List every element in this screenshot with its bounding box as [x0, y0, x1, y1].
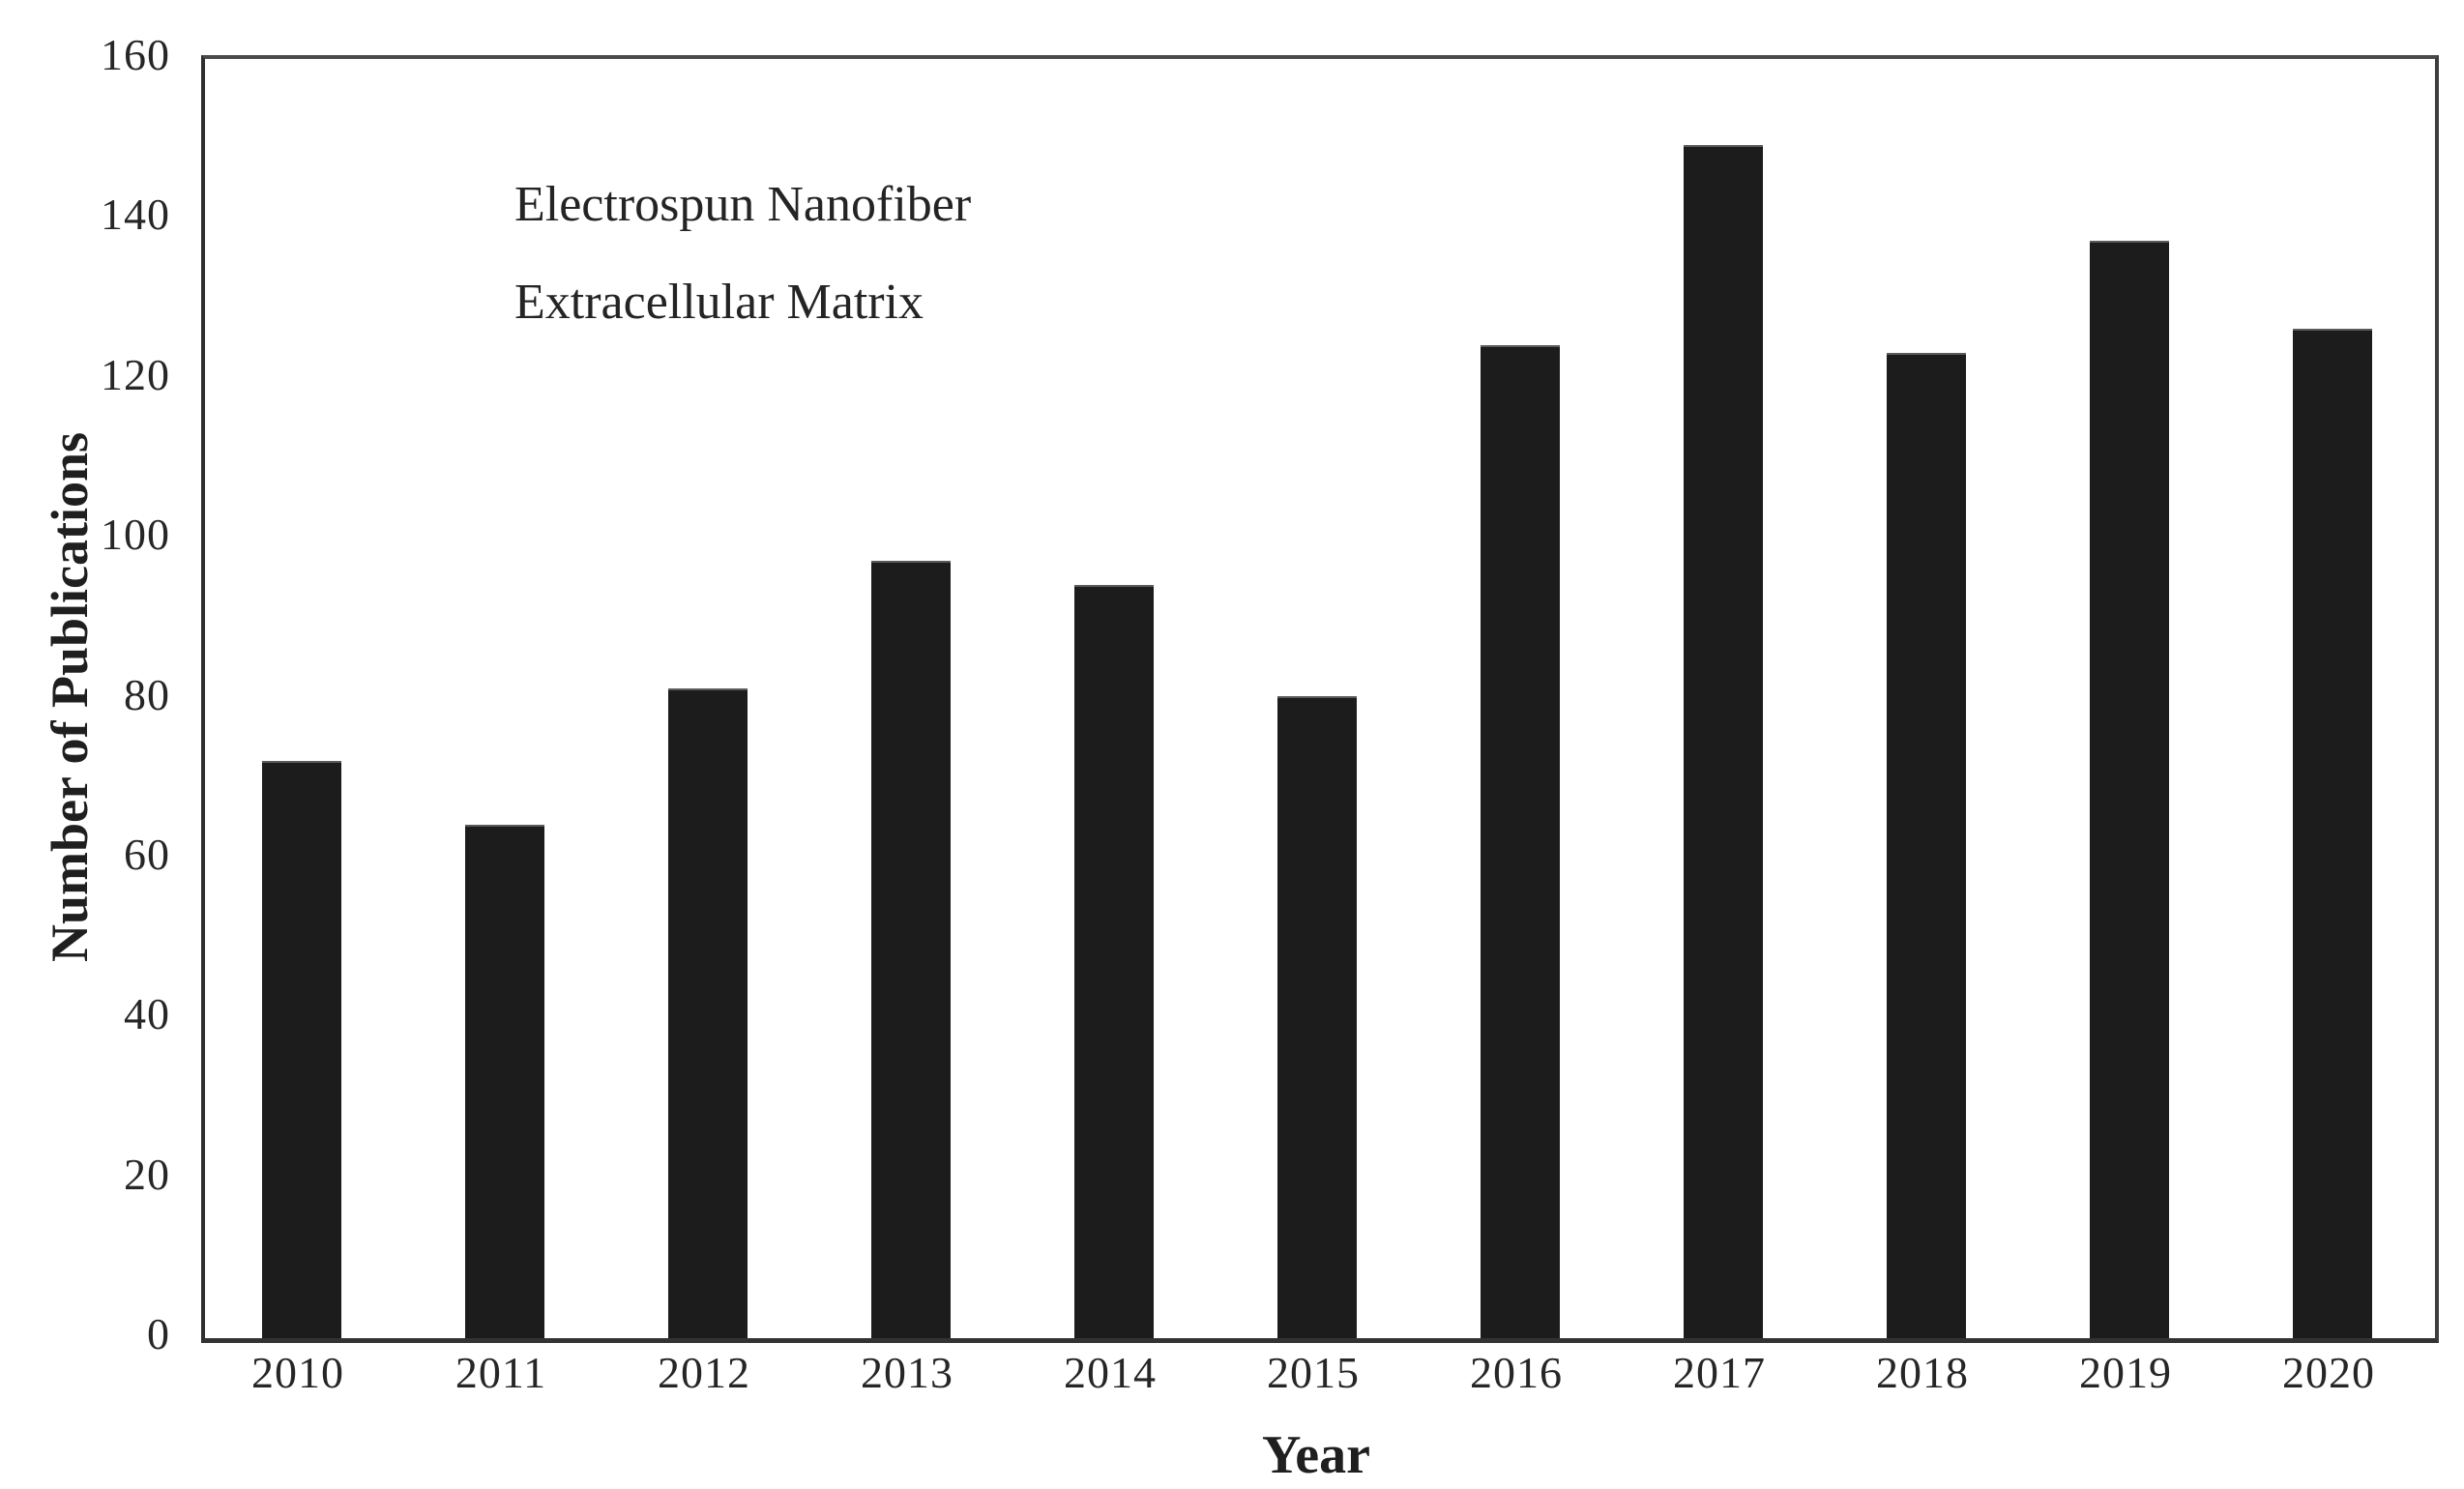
bar-2017 — [1684, 147, 1763, 1338]
x-tick-label-2011: 2011 — [455, 1348, 547, 1397]
plot-area: Electrospun Nanofiber Extracellular Matr… — [201, 55, 2439, 1343]
annotation-electrospun-nanofiber: Electrospun Nanofiber — [514, 177, 972, 232]
y-tick-label-0: 0 — [147, 1309, 170, 1358]
bar-2011 — [465, 827, 544, 1338]
x-tick-label-2018: 2018 — [1876, 1348, 1969, 1397]
bar-2014 — [1074, 587, 1154, 1338]
x-axis-title: Year — [1262, 1425, 1370, 1485]
x-tick-label-2013: 2013 — [861, 1348, 953, 1397]
bar-2013 — [871, 563, 951, 1338]
y-tick-label-140: 140 — [101, 190, 170, 239]
bar-2019 — [2090, 243, 2169, 1338]
y-tick-label-160: 160 — [101, 30, 170, 79]
bar-2018 — [1887, 355, 1966, 1338]
y-tick-label-100: 100 — [101, 510, 170, 559]
y-tick-label-20: 20 — [124, 1150, 170, 1199]
annotation-extracellular-matrix: Extracellular Matrix — [514, 275, 924, 330]
x-tick-label-2012: 2012 — [658, 1348, 750, 1397]
y-tick-label-40: 40 — [124, 989, 170, 1038]
bar-2020 — [2293, 331, 2372, 1338]
y-tick-label-80: 80 — [124, 670, 170, 719]
bar-2015 — [1277, 698, 1357, 1338]
bar-2010 — [262, 763, 341, 1338]
x-tick-label-2014: 2014 — [1064, 1348, 1157, 1397]
y-tick-label-120: 120 — [101, 350, 170, 399]
x-tick-label-2016: 2016 — [1470, 1348, 1563, 1397]
x-tick-label-2019: 2019 — [2079, 1348, 2172, 1397]
x-tick-label-2010: 2010 — [251, 1348, 344, 1397]
bar-2016 — [1481, 347, 1560, 1338]
x-tick-label-2017: 2017 — [1673, 1348, 1766, 1397]
x-tick-label-2020: 2020 — [2282, 1348, 2375, 1397]
y-tick-label-60: 60 — [124, 830, 170, 879]
bar-2012 — [668, 690, 748, 1338]
x-tick-label-2015: 2015 — [1267, 1348, 1360, 1397]
